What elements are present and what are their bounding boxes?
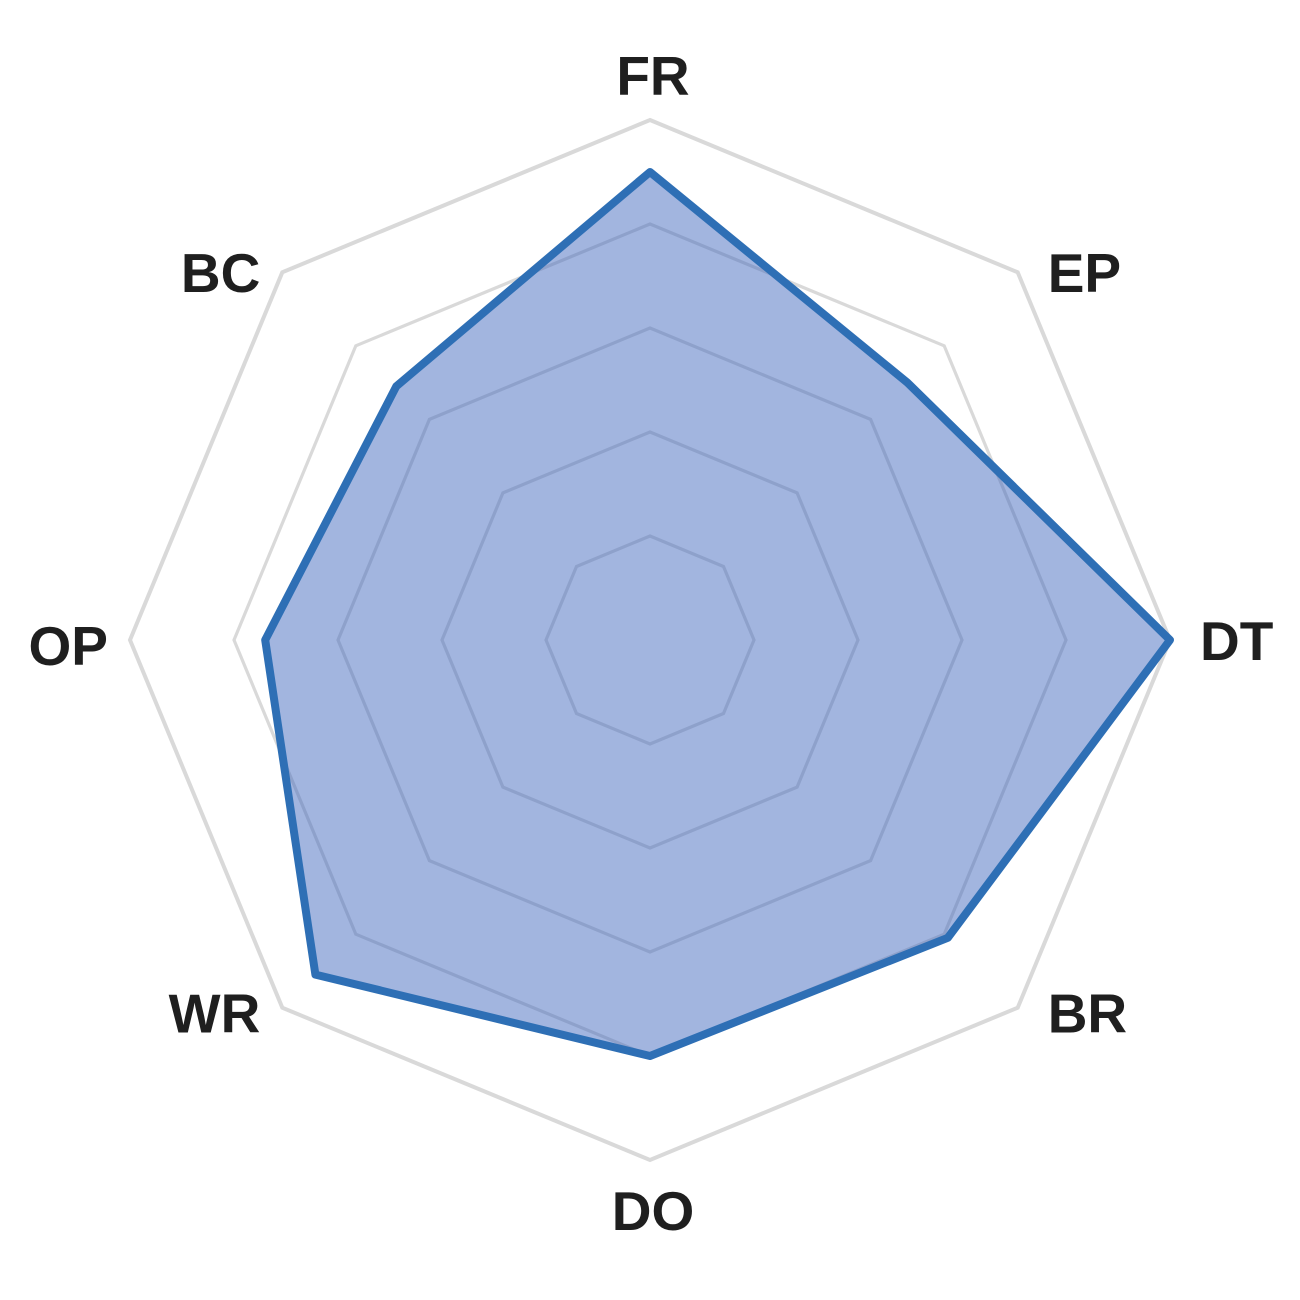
axis-label-br: BR [1048,983,1127,1045]
axis-label-ep: EP [1048,242,1121,304]
axis-label-fr: FR [616,45,689,107]
axis-label-do: DO [612,1180,695,1242]
grid-ring-0.2 [544,534,756,746]
grid-ring-0.4 [440,430,860,850]
axis-label-op: OP [29,615,108,677]
axis-label-dt: DT [1200,610,1273,672]
grid-ring-1 [127,117,1173,1163]
series-polygon-series-1 [261,168,1174,1060]
axis-label-wr: WR [169,983,261,1045]
axis-label-bc: BC [181,242,260,304]
grid-ring-0.6 [336,326,964,954]
